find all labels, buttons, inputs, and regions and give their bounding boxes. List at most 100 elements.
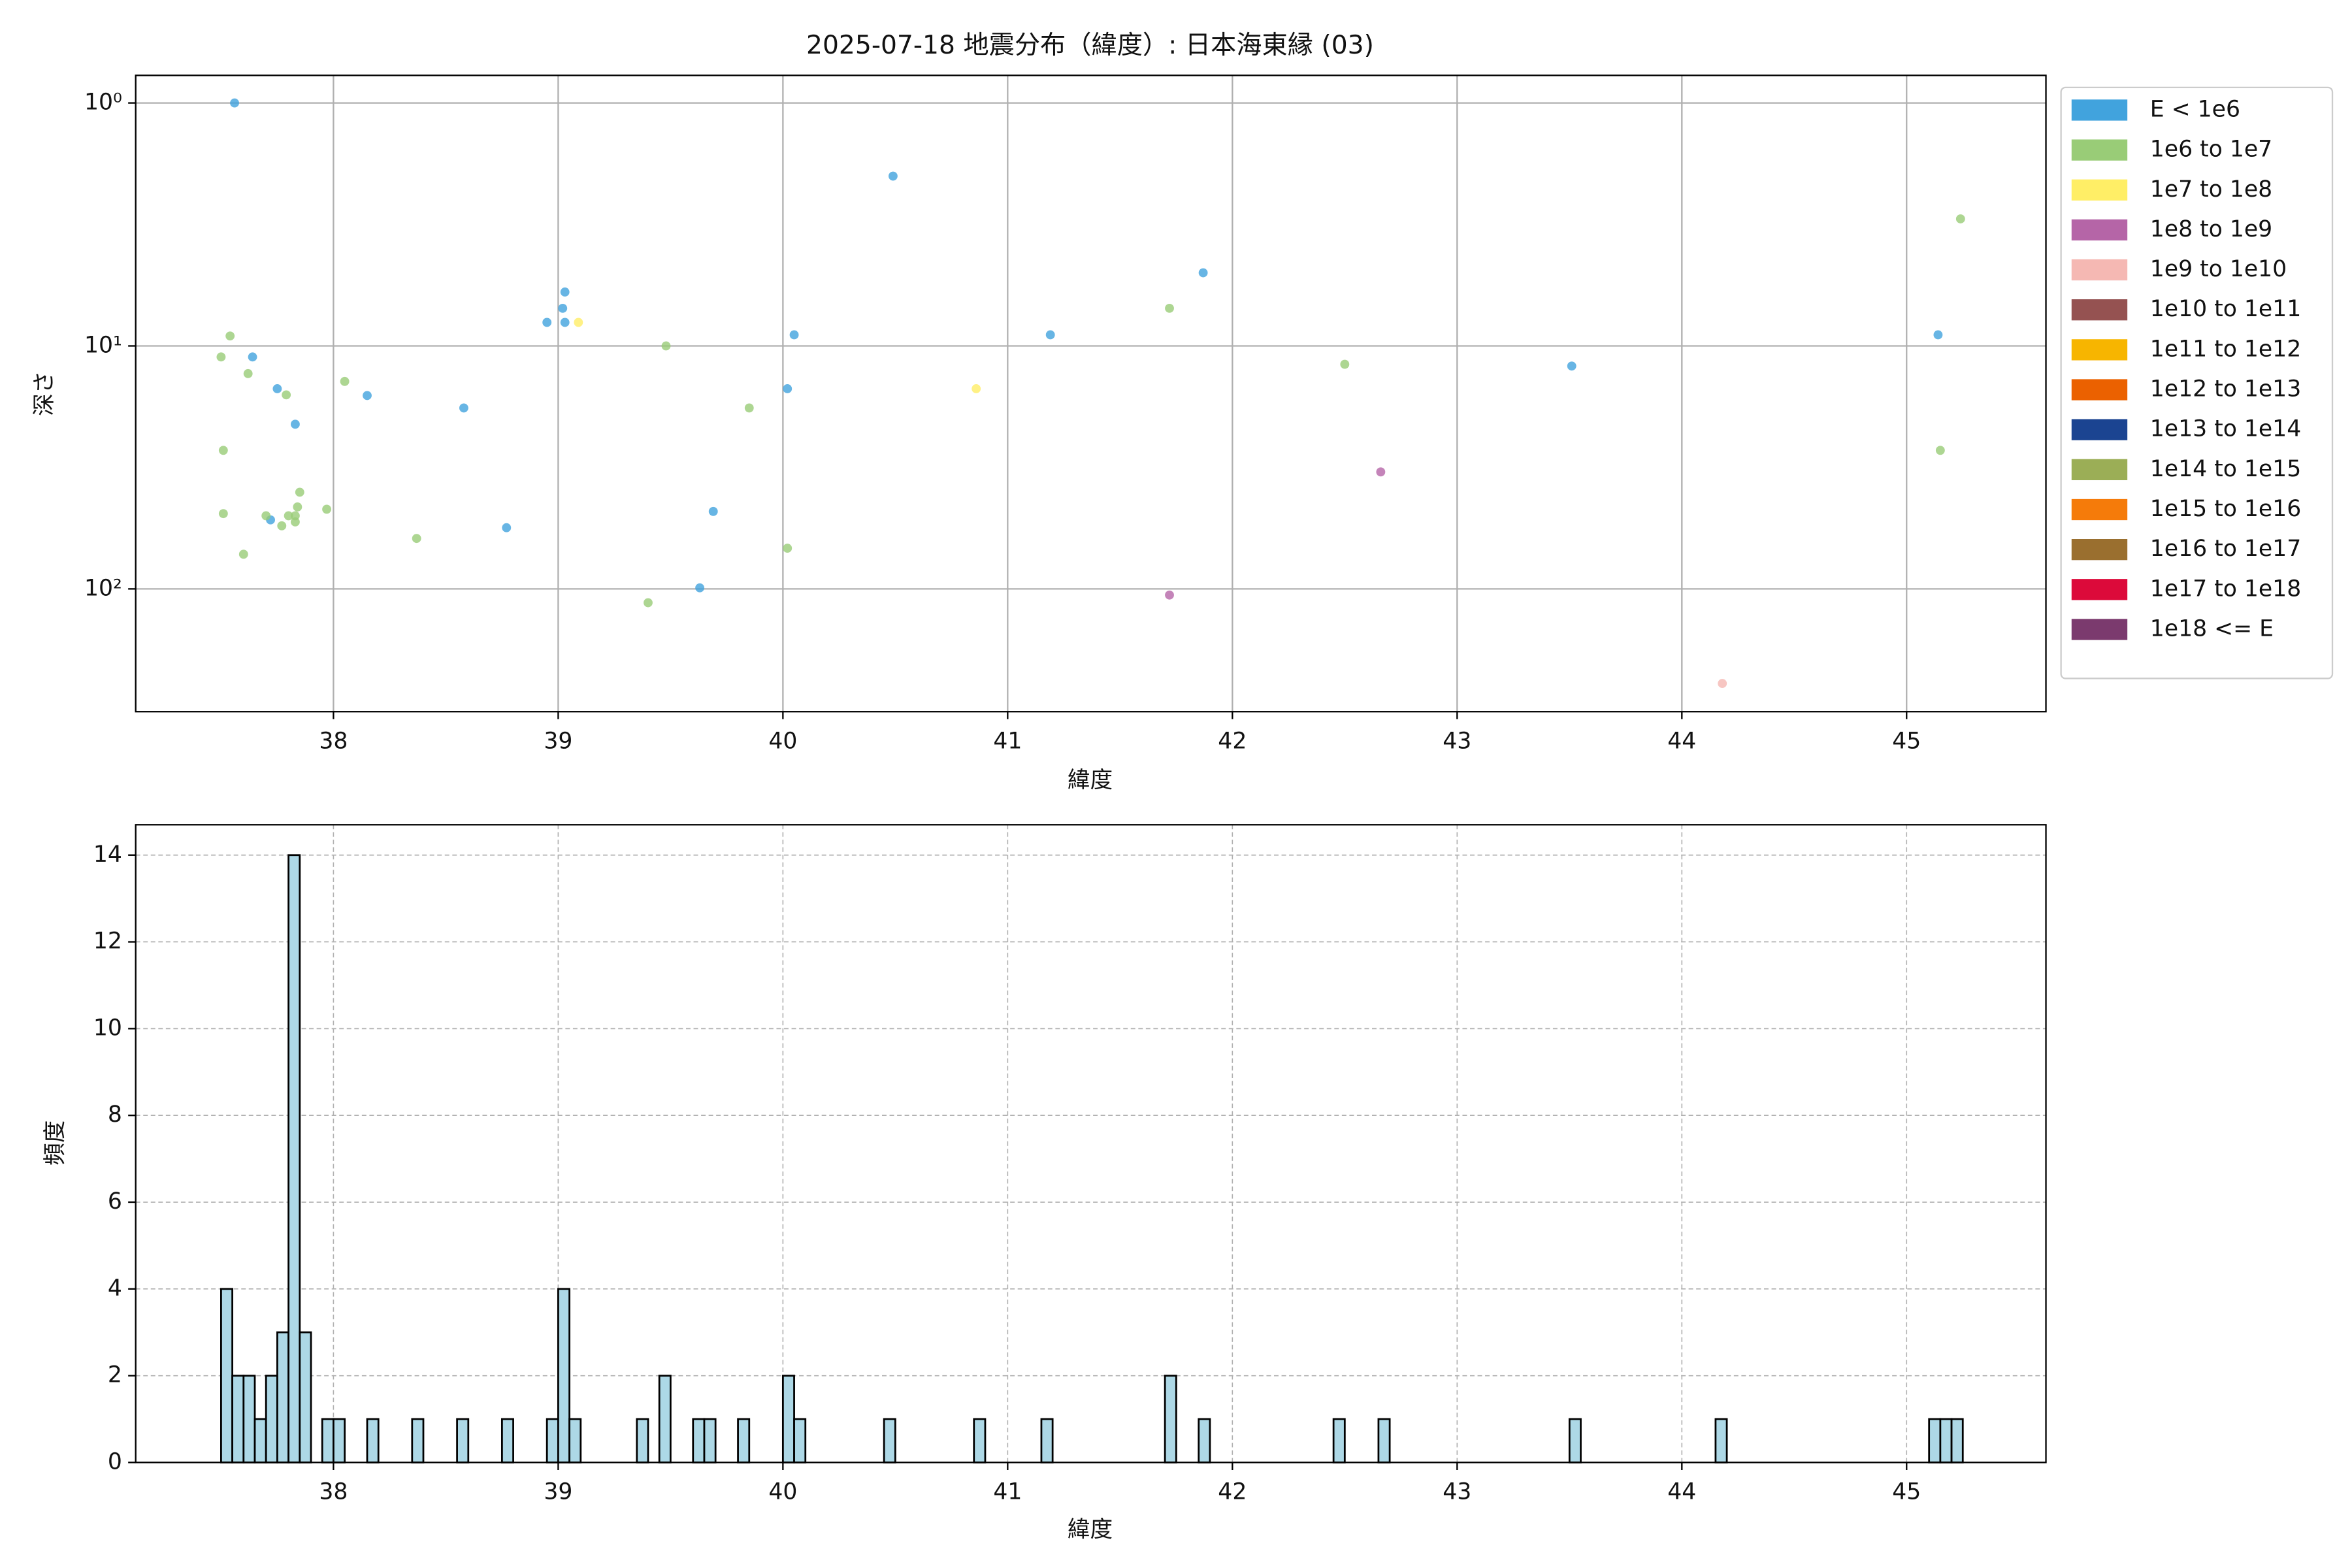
y-tick-label: 14 — [93, 841, 122, 868]
y-axis-label: 頻度 — [42, 1120, 68, 1166]
scatter-point — [695, 583, 705, 593]
legend-swatch — [2071, 579, 2128, 600]
scatter-point — [290, 419, 300, 429]
histogram-bar — [658, 1375, 672, 1463]
scatter-point — [295, 487, 304, 497]
x-tick-label: 43 — [1443, 1479, 1471, 1505]
scatter-point — [1567, 361, 1576, 371]
histogram-bar — [568, 1418, 582, 1463]
scatter-point — [459, 403, 468, 413]
legend-label: 1e8 to 1e9 — [2150, 216, 2272, 242]
histogram-bar — [546, 1418, 559, 1463]
scatter-point — [277, 521, 287, 531]
histogram-bar — [1198, 1418, 1211, 1463]
scatter-point — [238, 549, 248, 559]
scatter-point — [560, 318, 570, 327]
scatter-point — [225, 331, 235, 341]
scatter-point — [783, 544, 792, 553]
legend-label: 1e16 to 1e17 — [2150, 536, 2301, 562]
histogram-bar — [1950, 1418, 1964, 1463]
legend-label: 1e9 to 1e10 — [2150, 256, 2287, 282]
plot-frame — [135, 824, 2047, 1463]
y-tick-label: 2 — [108, 1362, 122, 1388]
legend-label: E < 1e6 — [2150, 96, 2240, 122]
x-tick-label: 38 — [319, 1479, 348, 1505]
scatter-point — [322, 504, 331, 514]
histogram-bar — [220, 1288, 233, 1463]
legend-swatch — [2071, 419, 2128, 440]
scatter-point — [272, 384, 282, 393]
scatter-point — [284, 511, 293, 521]
x-axis-label: 緯度 — [1068, 767, 1113, 793]
histogram-bar — [883, 1418, 896, 1463]
y-tick-label: 10⁰ — [84, 90, 122, 116]
scatter-point — [1045, 330, 1055, 340]
legend-label: 1e6 to 1e7 — [2150, 137, 2272, 163]
scatter-point — [1718, 679, 1727, 689]
x-tick-label: 42 — [1218, 1479, 1247, 1505]
x-tick-label: 40 — [768, 1479, 797, 1505]
scatter-point — [248, 352, 257, 362]
histogram-bar — [299, 1331, 312, 1463]
y-tick-label: 0 — [108, 1448, 122, 1475]
histogram-bar — [1040, 1418, 1054, 1463]
histogram-bar — [636, 1418, 649, 1463]
scatter-point — [1165, 590, 1174, 600]
histogram-bar — [333, 1418, 346, 1463]
histogram-bar — [793, 1418, 807, 1463]
x-tick-label: 41 — [993, 728, 1022, 754]
scatter-point — [972, 384, 981, 393]
legend-swatch — [2071, 619, 2128, 640]
histogram-bar — [231, 1375, 245, 1463]
scatter-point — [888, 171, 898, 181]
x-tick-label: 38 — [319, 728, 348, 754]
histogram-bar — [737, 1418, 751, 1463]
y-tick-label: 6 — [108, 1188, 122, 1215]
histogram-bar — [557, 1288, 570, 1463]
legend-label: 1e14 to 1e15 — [2150, 456, 2301, 482]
legend-swatch — [2071, 539, 2128, 561]
chart-title: 2025-07-18 地震分布（緯度）: 日本海東縁 (03) — [806, 31, 1374, 60]
legend-swatch — [2071, 139, 2128, 161]
legend-swatch — [2071, 498, 2128, 521]
scatter-point — [1165, 303, 1174, 313]
legend-swatch — [2071, 99, 2128, 121]
plot-frame — [135, 74, 2047, 713]
histogram-bar — [276, 1331, 289, 1463]
histogram-bar — [265, 1375, 278, 1463]
x-tick-label: 41 — [993, 1479, 1022, 1505]
scatter-point — [708, 506, 718, 516]
legend-swatch — [2071, 259, 2128, 281]
scatter-point — [1376, 467, 1386, 477]
legend-label: 1e11 to 1e12 — [2150, 336, 2301, 362]
histogram-bar — [781, 1375, 795, 1463]
scatter-point — [1935, 446, 1945, 455]
scatter-point — [1955, 214, 1965, 223]
histogram-bar — [253, 1418, 267, 1463]
legend-label: 1e17 to 1e18 — [2150, 576, 2301, 602]
x-tick-label: 44 — [1667, 1479, 1696, 1505]
scatter-point — [744, 403, 754, 413]
scatter-point — [1198, 268, 1208, 278]
legend-swatch — [2071, 379, 2128, 400]
x-tick-label: 40 — [768, 728, 797, 754]
scatter-point — [560, 287, 570, 297]
y-tick-label: 12 — [93, 928, 122, 955]
scatter-point — [502, 523, 512, 532]
scatter-point — [282, 390, 291, 400]
scatter-point — [783, 384, 792, 393]
x-tick-label: 43 — [1443, 728, 1471, 754]
histogram-bar — [1568, 1418, 1582, 1463]
scatter-point — [216, 352, 226, 362]
legend-label: 1e13 to 1e14 — [2150, 416, 2301, 442]
histogram-bar — [1939, 1418, 1953, 1463]
y-tick-label: 4 — [108, 1275, 122, 1301]
histogram-bar — [703, 1418, 717, 1463]
scatter-point — [340, 376, 350, 386]
scatter-point — [230, 98, 239, 108]
histogram-bar — [1377, 1418, 1391, 1463]
histogram-bar — [500, 1418, 514, 1463]
